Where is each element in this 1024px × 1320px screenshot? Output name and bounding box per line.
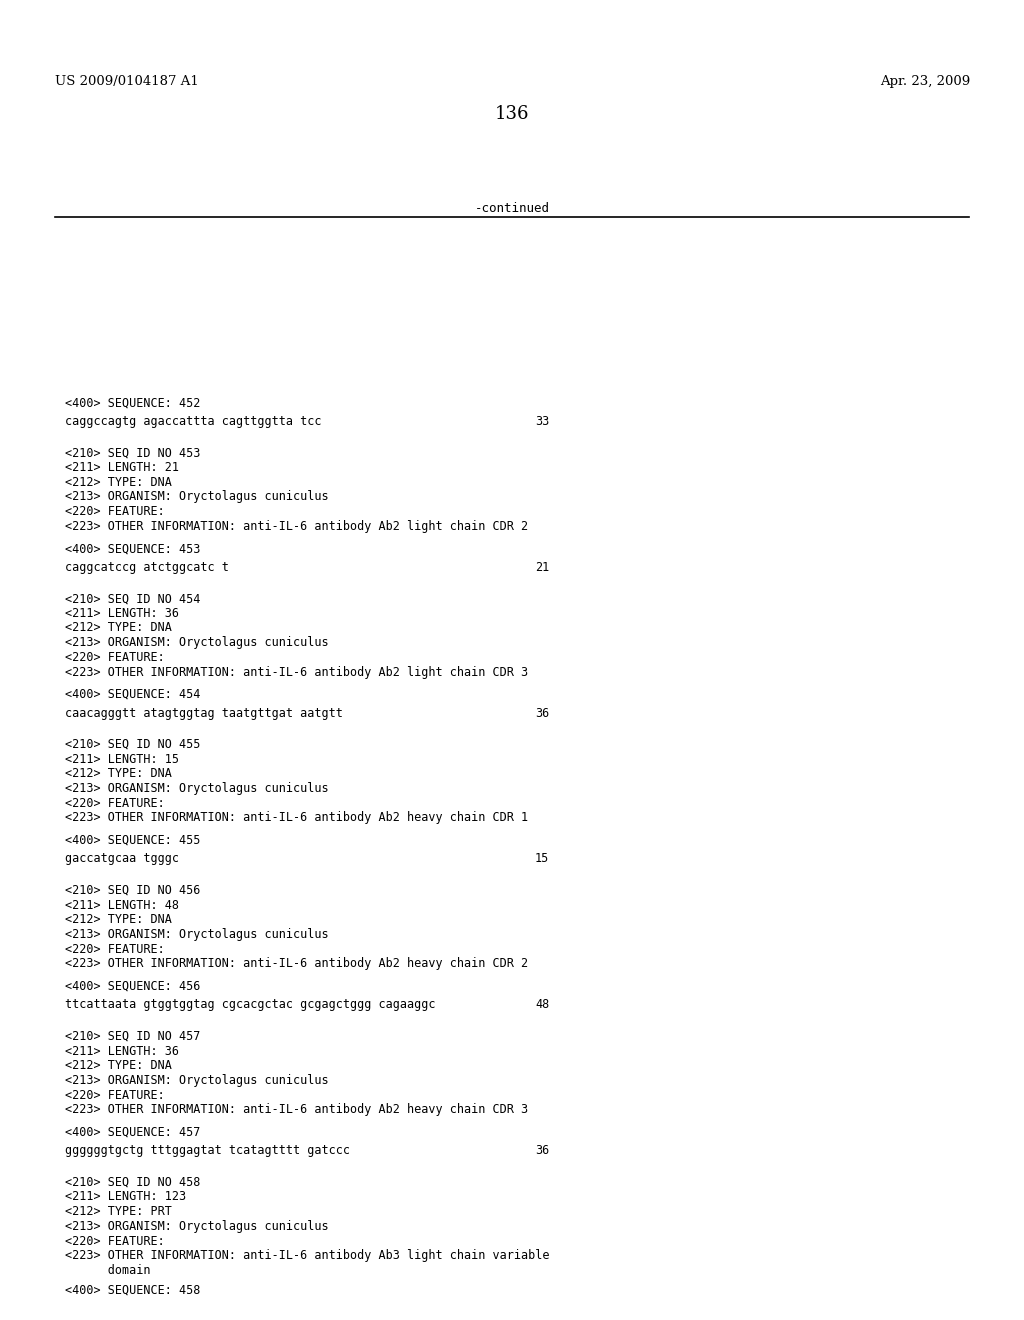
Text: <400> SEQUENCE: 458: <400> SEQUENCE: 458: [65, 1283, 201, 1296]
Text: -continued: -continued: [474, 202, 550, 215]
Text: domain: domain: [65, 1265, 151, 1276]
Text: <220> FEATURE:: <220> FEATURE:: [65, 942, 165, 956]
Text: <211> LENGTH: 48: <211> LENGTH: 48: [65, 899, 179, 912]
Text: 48: 48: [535, 998, 549, 1011]
Text: <210> SEQ ID NO 457: <210> SEQ ID NO 457: [65, 1030, 201, 1043]
Text: <400> SEQUENCE: 452: <400> SEQUENCE: 452: [65, 397, 201, 409]
Text: <220> FEATURE:: <220> FEATURE:: [65, 651, 165, 664]
Text: ggggggtgctg tttggagtat tcatagtttt gatccc: ggggggtgctg tttggagtat tcatagtttt gatccc: [65, 1144, 350, 1158]
Text: <223> OTHER INFORMATION: anti-IL-6 antibody Ab2 heavy chain CDR 2: <223> OTHER INFORMATION: anti-IL-6 antib…: [65, 957, 528, 970]
Text: <211> LENGTH: 15: <211> LENGTH: 15: [65, 752, 179, 766]
Text: <213> ORGANISM: Oryctolagus cuniculus: <213> ORGANISM: Oryctolagus cuniculus: [65, 490, 329, 503]
Text: <211> LENGTH: 123: <211> LENGTH: 123: [65, 1191, 186, 1204]
Text: 136: 136: [495, 106, 529, 123]
Text: ttcattaata gtggtggtag cgcacgctac gcgagctggg cagaaggc: ttcattaata gtggtggtag cgcacgctac gcgagct…: [65, 998, 435, 1011]
Text: <213> ORGANISM: Oryctolagus cuniculus: <213> ORGANISM: Oryctolagus cuniculus: [65, 636, 329, 649]
Text: <220> FEATURE:: <220> FEATURE:: [65, 1089, 165, 1102]
Text: <211> LENGTH: 36: <211> LENGTH: 36: [65, 1044, 179, 1057]
Text: <220> FEATURE:: <220> FEATURE:: [65, 797, 165, 809]
Text: <400> SEQUENCE: 454: <400> SEQUENCE: 454: [65, 688, 201, 701]
Text: <211> LENGTH: 36: <211> LENGTH: 36: [65, 607, 179, 620]
Text: <223> OTHER INFORMATION: anti-IL-6 antibody Ab2 heavy chain CDR 1: <223> OTHER INFORMATION: anti-IL-6 antib…: [65, 812, 528, 825]
Text: <213> ORGANISM: Oryctolagus cuniculus: <213> ORGANISM: Oryctolagus cuniculus: [65, 1220, 329, 1233]
Text: <223> OTHER INFORMATION: anti-IL-6 antibody Ab3 light chain variable: <223> OTHER INFORMATION: anti-IL-6 antib…: [65, 1249, 550, 1262]
Text: <212> TYPE: DNA: <212> TYPE: DNA: [65, 913, 172, 927]
Text: <400> SEQUENCE: 457: <400> SEQUENCE: 457: [65, 1126, 201, 1139]
Text: caggccagtg agaccattta cagttggtta tcc: caggccagtg agaccattta cagttggtta tcc: [65, 416, 322, 428]
Text: 33: 33: [535, 416, 549, 428]
Text: <211> LENGTH: 21: <211> LENGTH: 21: [65, 461, 179, 474]
Text: 15: 15: [535, 853, 549, 866]
Text: <223> OTHER INFORMATION: anti-IL-6 antibody Ab2 light chain CDR 3: <223> OTHER INFORMATION: anti-IL-6 antib…: [65, 665, 528, 678]
Text: <210> SEQ ID NO 453: <210> SEQ ID NO 453: [65, 446, 201, 459]
Text: <210> SEQ ID NO 458: <210> SEQ ID NO 458: [65, 1176, 201, 1189]
Text: <212> TYPE: DNA: <212> TYPE: DNA: [65, 1059, 172, 1072]
Text: <400> SEQUENCE: 453: <400> SEQUENCE: 453: [65, 543, 201, 554]
Text: <400> SEQUENCE: 455: <400> SEQUENCE: 455: [65, 834, 201, 847]
Text: <210> SEQ ID NO 456: <210> SEQ ID NO 456: [65, 884, 201, 896]
Text: caacagggtt atagtggtag taatgttgat aatgtt: caacagggtt atagtggtag taatgttgat aatgtt: [65, 706, 343, 719]
Text: <212> TYPE: DNA: <212> TYPE: DNA: [65, 475, 172, 488]
Text: 21: 21: [535, 561, 549, 574]
Text: <220> FEATURE:: <220> FEATURE:: [65, 506, 165, 517]
Text: <223> OTHER INFORMATION: anti-IL-6 antibody Ab2 heavy chain CDR 3: <223> OTHER INFORMATION: anti-IL-6 antib…: [65, 1104, 528, 1117]
Text: <220> FEATURE:: <220> FEATURE:: [65, 1234, 165, 1247]
Text: <212> TYPE: DNA: <212> TYPE: DNA: [65, 622, 172, 635]
Text: <213> ORGANISM: Oryctolagus cuniculus: <213> ORGANISM: Oryctolagus cuniculus: [65, 1074, 329, 1086]
Text: <213> ORGANISM: Oryctolagus cuniculus: <213> ORGANISM: Oryctolagus cuniculus: [65, 781, 329, 795]
Text: <210> SEQ ID NO 455: <210> SEQ ID NO 455: [65, 738, 201, 751]
Text: <400> SEQUENCE: 456: <400> SEQUENCE: 456: [65, 979, 201, 993]
Text: Apr. 23, 2009: Apr. 23, 2009: [880, 75, 970, 88]
Text: gaccatgcaa tgggc: gaccatgcaa tgggc: [65, 853, 179, 866]
Text: <212> TYPE: DNA: <212> TYPE: DNA: [65, 767, 172, 780]
Text: <213> ORGANISM: Oryctolagus cuniculus: <213> ORGANISM: Oryctolagus cuniculus: [65, 928, 329, 941]
Text: <212> TYPE: PRT: <212> TYPE: PRT: [65, 1205, 172, 1218]
Text: 36: 36: [535, 706, 549, 719]
Text: caggcatccg atctggcatc t: caggcatccg atctggcatc t: [65, 561, 229, 574]
Text: 36: 36: [535, 1144, 549, 1158]
Text: US 2009/0104187 A1: US 2009/0104187 A1: [55, 75, 199, 88]
Text: <223> OTHER INFORMATION: anti-IL-6 antibody Ab2 light chain CDR 2: <223> OTHER INFORMATION: anti-IL-6 antib…: [65, 520, 528, 533]
Text: <210> SEQ ID NO 454: <210> SEQ ID NO 454: [65, 593, 201, 605]
